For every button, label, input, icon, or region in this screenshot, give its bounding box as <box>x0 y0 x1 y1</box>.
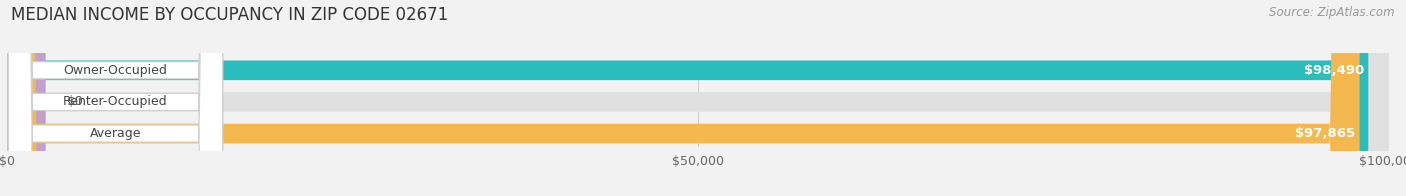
FancyBboxPatch shape <box>7 0 1389 196</box>
Text: MEDIAN INCOME BY OCCUPANCY IN ZIP CODE 02671: MEDIAN INCOME BY OCCUPANCY IN ZIP CODE 0… <box>11 6 449 24</box>
FancyBboxPatch shape <box>7 0 1389 196</box>
FancyBboxPatch shape <box>7 0 1360 196</box>
Text: Average: Average <box>90 127 141 140</box>
FancyBboxPatch shape <box>7 0 1389 196</box>
FancyBboxPatch shape <box>8 0 222 196</box>
Text: Renter-Occupied: Renter-Occupied <box>63 95 167 108</box>
Text: Owner-Occupied: Owner-Occupied <box>63 64 167 77</box>
Text: Source: ZipAtlas.com: Source: ZipAtlas.com <box>1270 6 1395 19</box>
FancyBboxPatch shape <box>7 0 46 196</box>
Text: $98,490: $98,490 <box>1303 64 1364 77</box>
Text: $97,865: $97,865 <box>1295 127 1355 140</box>
FancyBboxPatch shape <box>8 0 222 196</box>
FancyBboxPatch shape <box>7 0 1368 196</box>
Text: $0: $0 <box>66 95 83 108</box>
FancyBboxPatch shape <box>8 0 222 196</box>
